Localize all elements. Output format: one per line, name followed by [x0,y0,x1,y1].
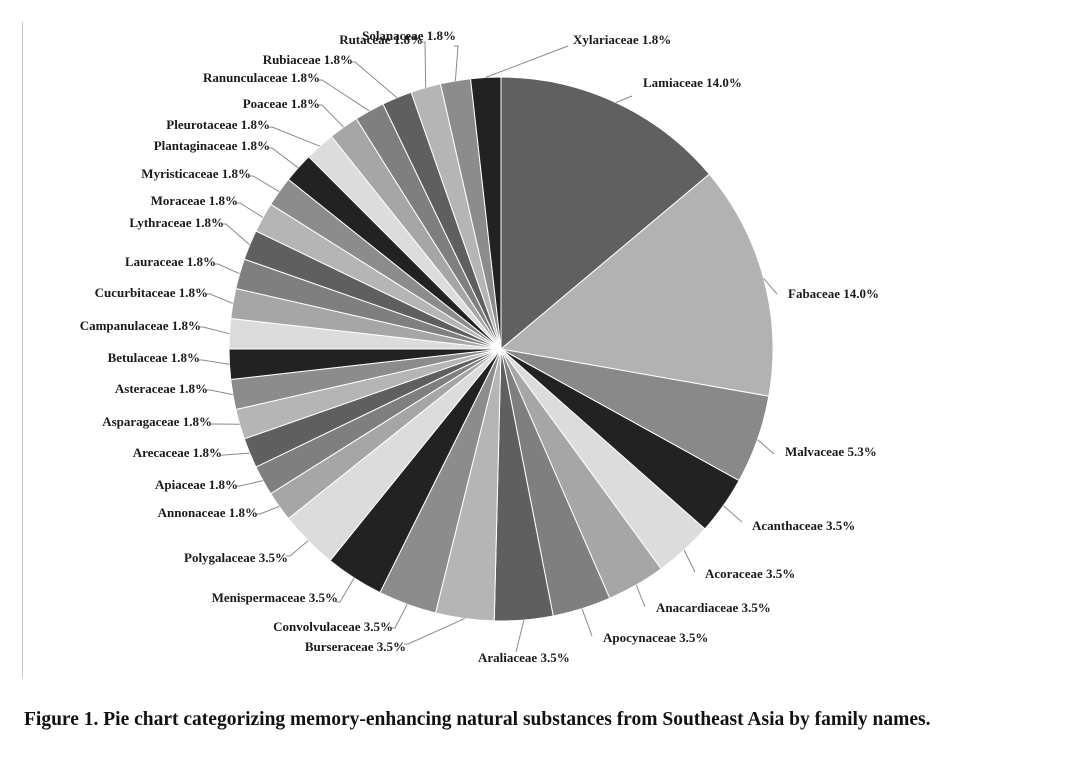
leader-lines [198,41,778,653]
leader-line-anacardiaceae [635,584,646,608]
figure-caption: Figure 1. Pie chart categorizing memory-… [24,709,931,730]
slice-label-burseraceae: Burseraceae 3.5% [305,639,406,654]
slice-label-malvaceae: Malvaceae 5.3% [785,444,877,459]
slice-label-asteraceae: Asteraceae 1.8% [115,381,208,396]
slice-label-plantaginaceae: Plantaginaceae 1.8% [154,138,270,153]
leader-line-lauraceae [214,263,240,275]
leader-line-annonaceae [256,505,280,515]
leader-line-malvaceae [757,439,775,455]
slice-label-campanulaceae: Campanulaceae 1.8% [80,318,201,333]
leader-line-ranunculaceae [318,79,370,112]
leader-line-xylariaceae [485,45,569,78]
slice-labels: Lamiaceae 14.0% Fabaceae 14.0% Malvaceae 5… [80,28,879,665]
slice-label-lythraceae: Lythraceae 1.8% [129,215,224,230]
leader-line-rutaceae [421,41,427,88]
slice-label-araliaceae: Araliaceae 3.5% [478,650,570,665]
leader-line-campanulaceae [199,326,230,335]
slice-label-rutaceae: Rutaceae 1.8% [339,32,423,47]
leader-line-acoraceae [683,549,696,573]
leader-line-myristicaceae [249,175,280,193]
frame-divider [22,22,23,678]
leader-line-araliaceae [515,619,525,653]
leader-line-asteraceae [206,389,233,396]
leader-line-apiaceae [236,480,264,487]
slice-label-annonaceae: Annonaceae 1.8% [158,505,258,520]
leader-line-rubiaceae [351,61,398,99]
slice-label-rubiaceae: Rubiaceae 1.8% [263,52,353,67]
leader-line-burseraceae [404,618,465,645]
leader-line-moraceae [236,202,264,218]
slice-label-xylariaceae: Xylariaceae 1.8% [573,32,671,47]
slice-label-acoraceae: Acoraceae 3.5% [705,566,795,581]
leader-line-arecaceae [220,452,250,456]
slice-label-polygalaceae: Polygalaceae 3.5% [184,550,288,565]
leader-line-apocynaceae [581,608,593,637]
slice-label-moraceae: Moraceae 1.8% [151,193,238,208]
slice-label-fabaceae: Fabaceae 14.0% [788,286,879,301]
slice-label-solanaceae: Solanaceae 1.8% [362,28,456,43]
leader-line-convolvulaceae [391,604,408,629]
slice-label-apocynaceae: Apocynaceae 3.5% [603,630,708,645]
leader-line-pleurotaceae [268,126,320,147]
slice-label-acanthaceae: Acanthaceae 3.5% [752,518,855,533]
leader-line-lamiaceae [615,95,633,103]
pie-slices [228,76,774,622]
slice-label-convolvulaceae: Convolvulaceae 3.5% [273,619,393,634]
pie-chart: Lamiaceae 14.0% Fabaceae 14.0% Malvaceae 5… [22,22,879,678]
pie-chart-svg: Lamiaceae 14.0% Fabaceae 14.0% Malvaceae 5… [80,28,879,665]
leader-line-menispermaceae [336,577,355,603]
leader-line-acanthaceae [722,505,743,523]
leader-line-polygalaceae [286,540,309,557]
slice-label-cucurbitaceae: Cucurbitaceae 1.8% [95,285,208,300]
slice-label-poaceae: Poaceae 1.8% [243,96,320,111]
leader-line-poaceae [318,104,344,128]
leader-line-fabaceae [763,278,778,295]
slice-label-anacardiaceae: Anacardiaceae 3.5% [656,600,771,615]
slice-label-menispermaceae: Menispermaceae 3.5% [212,590,338,605]
leader-line-solanaceae [454,45,459,81]
slice-label-myristicaceae: Myristicaceae 1.8% [141,166,251,181]
leader-line-betulaceae [198,359,230,365]
slice-label-arecaceae: Arecaceae 1.8% [133,445,222,460]
leader-line-cucurbitaceae [206,293,233,304]
slice-label-pleurotaceae: Pleurotaceae 1.8% [166,117,270,132]
slice-label-apiaceae: Apiaceae 1.8% [155,477,238,492]
slice-label-asparagaceae: Asparagaceae 1.8% [102,414,212,429]
slice-label-ranunculaceae: Ranunculaceae 1.8% [203,70,320,85]
slice-label-lauraceae: Lauraceae 1.8% [125,254,216,269]
slice-label-lamiaceae: Lamiaceae 14.0% [643,75,742,90]
slice-lamiaceae [500,76,711,351]
slice-label-betulaceae: Betulaceae 1.8% [108,350,200,365]
leader-line-lythraceae [222,223,251,246]
leader-line-plantaginaceae [268,147,299,169]
